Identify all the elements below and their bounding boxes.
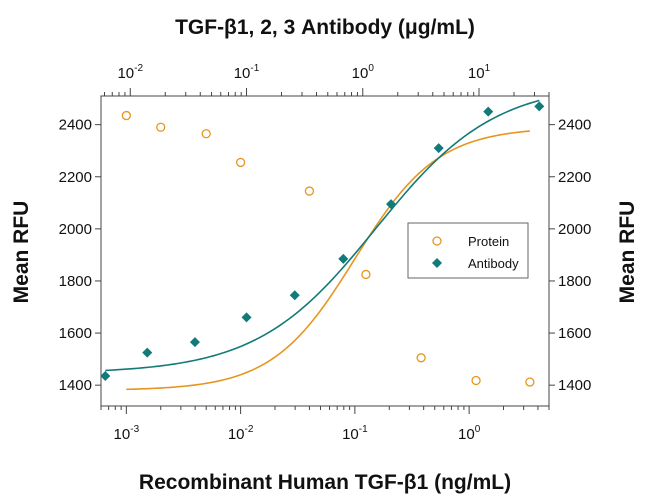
protein-fit-curve [126,130,530,391]
left-tick-label-1: 1600 [59,325,92,342]
protein-point-0 [121,110,131,121]
left-tick-label-3: 2000 [59,221,92,238]
right-tick-label-1: 1600 [558,325,591,342]
protein-point-6 [416,353,426,363]
protein-point-3 [235,157,246,168]
right-tick-label-2: 1800 [558,273,591,290]
top-tick-label-2: 100 [352,63,375,82]
left-tick-label-2: 1800 [59,273,92,290]
antibody-point-1 [142,347,153,358]
top-axis-title: TGF-β1, 2, 3 Antibody (μg/mL) [175,16,475,39]
antibody-point-5 [338,253,349,264]
bottom-tick-label-2: 10-1 [342,424,368,443]
protein-point-1 [156,122,166,132]
axis-layer: 10-3 10-2 10-1 100 10-2 10-1 100 101 1400 1400 160… [59,63,592,443]
left-tick-label-4: 2200 [59,169,92,186]
protein-point-5 [361,269,371,280]
antibody-point-6 [386,199,397,210]
antibody-point-0 [100,371,111,382]
antibody-point-7 [433,143,444,154]
plot-frame [100,95,550,407]
right-tick-label-0: 1400 [558,377,591,394]
bottom-tick-label-3: 100 [458,424,481,443]
legend-protein-marker [432,236,442,246]
fit-curves [105,99,540,391]
right-tick-label-3: 2000 [558,221,591,238]
antibody-point-8 [483,106,494,117]
bottom-tick-label-0: 10-3 [114,424,140,443]
bottom-axis-title: Recombinant Human TGF-β1 (ng/mL) [139,471,511,494]
left-axis-title: Mean RFU [10,201,33,304]
protein-point-4 [304,186,315,196]
right-tick-label-5: 2400 [558,117,591,134]
protein-point-8 [525,377,535,387]
top-tick-label-0: 10-2 [117,63,143,82]
right-tick-label-4: 2200 [558,169,591,186]
data-points [100,101,545,387]
antibody-fit-curve [105,99,540,372]
antibody-point-9 [534,101,545,112]
antibody-point-2 [189,337,200,348]
right-axis-title: Mean RFU [616,201,639,304]
legend-box [407,222,529,279]
left-tick-label-0: 1400 [59,377,92,394]
legend-protein-label: Protein [468,234,509,249]
antibody-point-3 [241,312,252,323]
top-tick-label-3: 101 [468,63,491,82]
antibody-point-4 [289,290,300,301]
legend-antibody-marker [432,258,442,268]
legend: Protein Antibody [407,222,529,279]
bottom-tick-label-1: 10-2 [228,424,254,443]
legend-antibody-label: Antibody [468,256,519,271]
protein-point-7 [471,375,481,386]
left-tick-label-5: 2400 [59,117,92,134]
protein-point-2 [201,129,211,139]
top-tick-label-1: 10-1 [234,63,260,82]
